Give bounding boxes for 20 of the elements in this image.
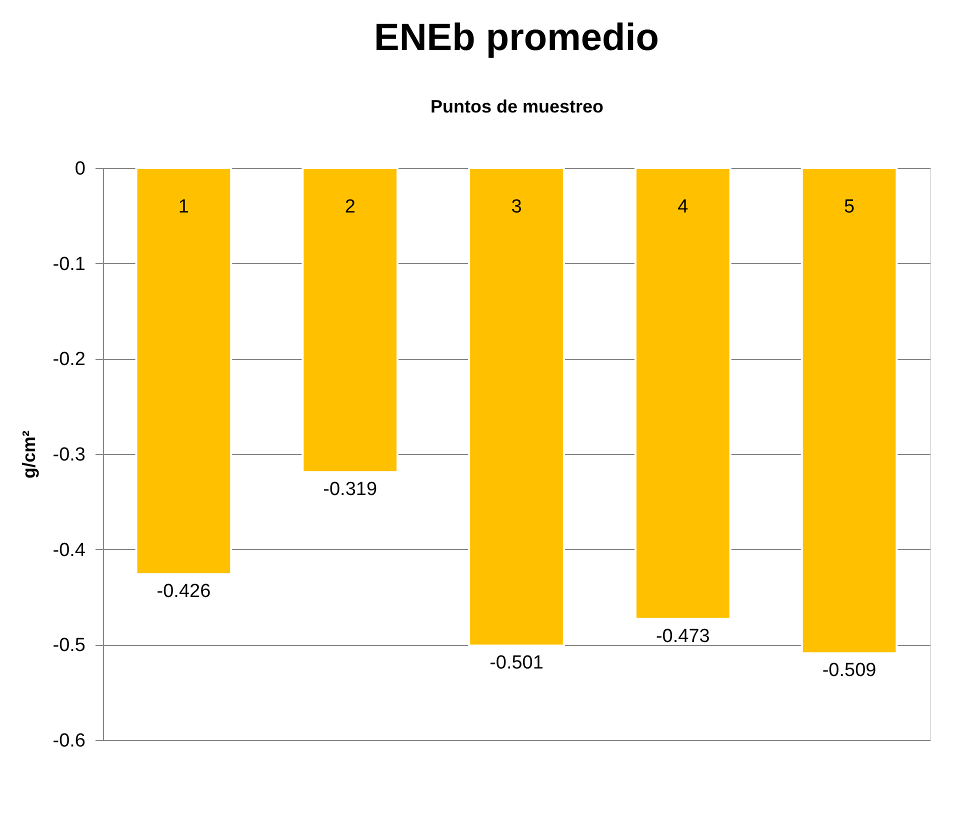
x-tick-label: 1 <box>178 196 189 218</box>
x-tick-label: 5 <box>844 196 855 218</box>
y-tick-label: -0.5 <box>52 635 86 656</box>
x-tick-label: 2 <box>344 196 356 218</box>
y-tick-label: -0.4 <box>52 540 86 561</box>
y-tick-label: -0.6 <box>52 730 86 752</box>
y-tick-label: -0.2 <box>52 349 86 370</box>
data-label: -0.319 <box>323 479 378 500</box>
data-label: -0.501 <box>490 652 544 674</box>
data-label: -0.426 <box>156 581 211 602</box>
chart-title: ENEb promedio <box>374 17 660 59</box>
y-axis-title: g/cm² <box>18 430 39 479</box>
x-axis-title: Puntos de muestreo <box>430 96 604 116</box>
data-label: -0.473 <box>656 626 710 647</box>
x-tick-label: 4 <box>678 196 689 218</box>
y-tick-label: 0 <box>74 158 86 180</box>
x-tick-label: 3 <box>511 196 522 218</box>
data-label: -0.509 <box>822 660 876 682</box>
y-tick-label: -0.1 <box>52 254 86 275</box>
y-tick-label: -0.3 <box>52 444 86 466</box>
